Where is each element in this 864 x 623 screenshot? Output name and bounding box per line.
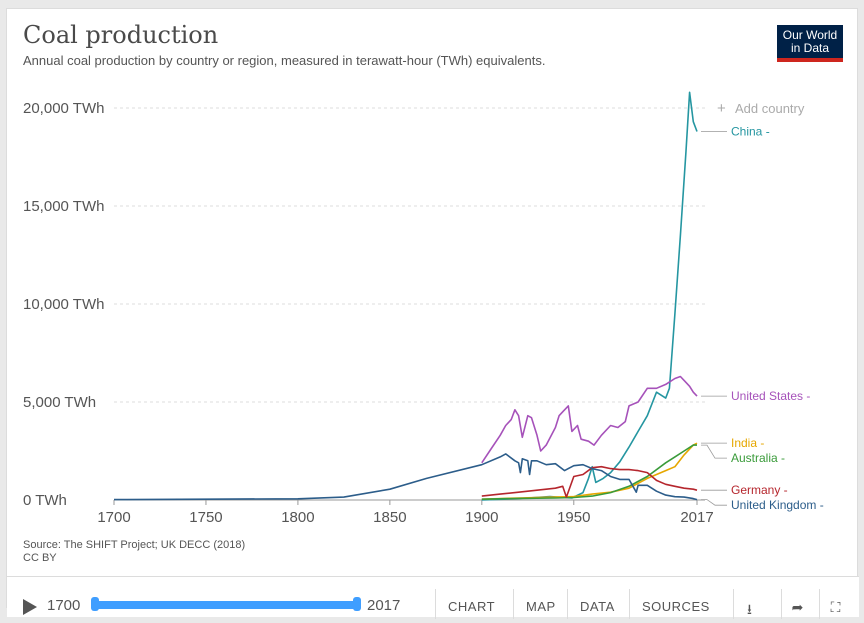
series-label-united-kingdom[interactable]: United Kingdom - (731, 498, 824, 512)
tab-map[interactable]: MAP (513, 589, 568, 619)
timeline-slider[interactable] (93, 601, 359, 609)
series-line-china[interactable] (481, 91, 698, 501)
series-labels: China - United States - India -Australia -… (701, 125, 824, 512)
tab-chart[interactable]: CHART (435, 589, 507, 619)
y-tick-label: 20,000 TWh (23, 100, 104, 117)
y-tick-label: 0 TWh (23, 492, 67, 509)
series-line-australia[interactable] (481, 444, 697, 500)
y-tick-label: 10,000 TWh (23, 296, 104, 313)
download-icon[interactable]: ⭳ (733, 589, 765, 619)
series-line-united-kingdom[interactable] (113, 453, 698, 501)
x-tick-label: 1900 (465, 509, 498, 526)
series-label-china[interactable]: China - (731, 125, 770, 139)
chart-card: Coal production Annual coal production b… (6, 8, 859, 619)
series-lines (113, 91, 698, 501)
fullscreen-icon[interactable]: ⛶ (819, 589, 851, 619)
tab-data[interactable]: DATA (567, 589, 627, 619)
line-chart: 0 TWh 5,000 TWh 10,000 TWh 15,000 TWh 20,000… (23, 91, 824, 526)
y-grid: 0 TWh 5,000 TWh 10,000 TWh 15,000 TWh 20,000… (23, 100, 705, 509)
x-tick-label: 1950 (557, 509, 590, 526)
series-label-australia[interactable]: Australia - (731, 451, 785, 465)
chart-subtitle: Annual coal production by country or reg… (23, 53, 546, 68)
y-tick-label: 15,000 TWh (23, 198, 104, 215)
label-connector (701, 499, 727, 506)
end-handle[interactable] (353, 597, 361, 611)
series-line-germany[interactable] (481, 465, 698, 498)
add-country-button[interactable]: + Add country (717, 100, 805, 117)
logo-line-1: Our World (782, 28, 838, 42)
chart-title: Coal production (23, 21, 219, 49)
source-note: Source: The SHIFT Project; UK DECC (2018… (23, 539, 246, 551)
x-axis: 1700 1750 1800 1850 1900 1950 2017 (97, 500, 714, 526)
license-note: CC BY (23, 552, 57, 564)
x-tick-label: 1750 (189, 509, 222, 526)
label-connector (701, 444, 727, 459)
add-country-label: Add country (735, 101, 805, 116)
x-tick-label: 1800 (281, 509, 314, 526)
series-label-india[interactable]: India - (731, 436, 764, 450)
play-icon[interactable] (23, 599, 37, 615)
series-label-united-states[interactable]: United States - (731, 389, 810, 403)
share-icon[interactable]: ➦ (781, 589, 813, 619)
x-tick-label: 1700 (97, 509, 130, 526)
series-line-united-states[interactable] (481, 375, 698, 464)
controls-bar: 1700 2017 CHART MAP DATA SOURCES ⭳ ➦ ⛶ (7, 576, 859, 619)
plus-icon: + (717, 100, 726, 117)
owid-logo[interactable]: Our World in Data (777, 25, 843, 62)
x-tick-label: 1850 (373, 509, 406, 526)
start-handle[interactable] (91, 597, 99, 611)
series-label-germany[interactable]: Germany - (731, 483, 788, 497)
tab-sources[interactable]: SOURCES (629, 589, 722, 619)
series-line-india[interactable] (481, 442, 698, 500)
y-tick-label: 5,000 TWh (23, 394, 96, 411)
x-tick-label: 2017 (680, 509, 713, 526)
logo-line-2: in Data (790, 41, 830, 55)
